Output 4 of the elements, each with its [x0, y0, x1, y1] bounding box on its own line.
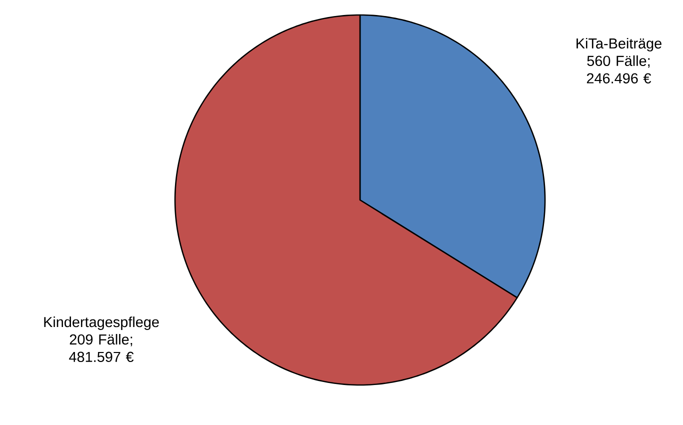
data-label: 560 Fälle; 246.496 €: [586, 55, 652, 84]
data-label: 209 Fälle; 481.597 €: [69, 334, 134, 362]
slice-label: KiTa-Beiträge: [576, 38, 662, 52]
slice-label: Kindertagespflege: [44, 316, 159, 330]
